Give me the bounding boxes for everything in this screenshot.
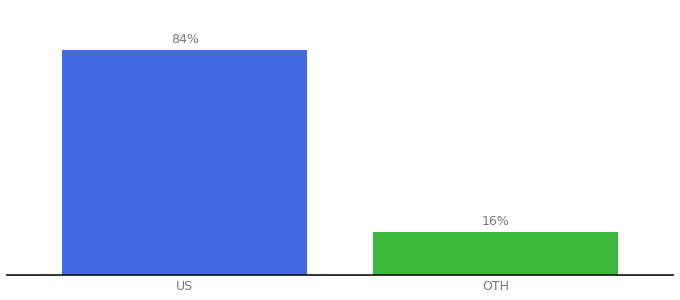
Bar (373, 232, 617, 275)
Bar (63, 50, 307, 275)
Text: 84%: 84% (171, 33, 199, 46)
Text: 16%: 16% (481, 215, 509, 228)
